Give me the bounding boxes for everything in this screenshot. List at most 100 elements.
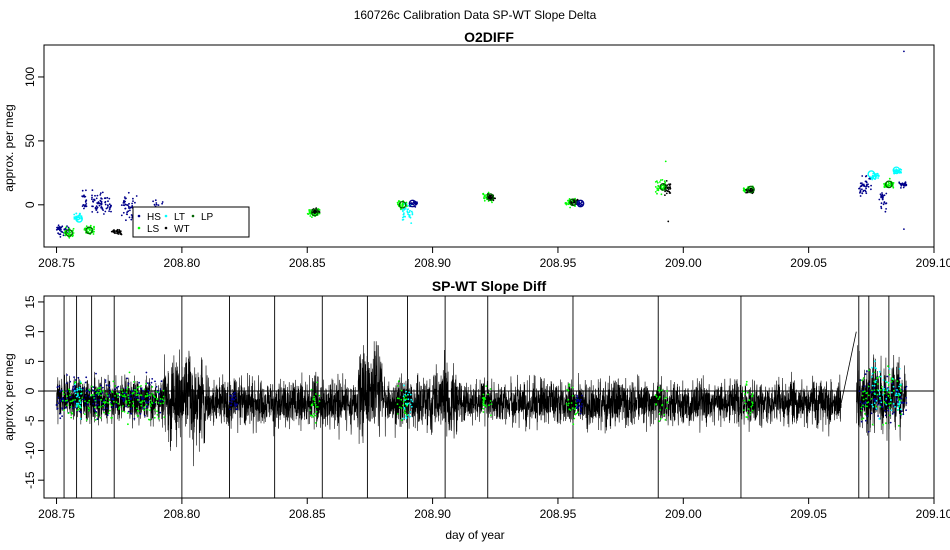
slope-point-ls	[396, 403, 399, 405]
data-point-lt	[876, 172, 879, 175]
data-point-hs	[865, 185, 867, 188]
data-point-hs	[99, 194, 102, 196]
slope-point-ls	[313, 412, 315, 415]
slope-point-ls	[655, 403, 657, 406]
slope-point-ls	[879, 389, 882, 391]
slope-point-hs	[58, 385, 60, 388]
data-point-hs	[881, 196, 884, 199]
slope-point-lt	[404, 393, 406, 396]
slope-point-ls	[154, 408, 156, 411]
data-point-hs	[161, 202, 164, 205]
data-point-hs	[104, 210, 107, 213]
slope-point-lt	[898, 367, 901, 370]
slope-point-ls	[487, 393, 489, 396]
slope-point-ls	[743, 409, 745, 411]
slope-point-ls	[128, 401, 131, 404]
slope-point-ls	[67, 412, 70, 415]
panel-o2diff: O2DIFF approx. per meg 208.75 208.80 208.8…	[2, 29, 950, 270]
slope-point-ls	[570, 402, 573, 404]
slope-point-ls	[143, 388, 146, 391]
slope-point-ls	[314, 422, 317, 424]
data-point-hs	[861, 192, 864, 195]
slope-point-hs	[153, 402, 155, 405]
data-point-lt	[402, 213, 405, 216]
data-point-ls	[491, 201, 493, 204]
data-point-hs	[98, 204, 101, 207]
data-point-hs	[104, 200, 107, 203]
slope-point-ls	[128, 371, 131, 374]
slope-point-hs	[877, 415, 879, 417]
slope-point-lt	[887, 381, 890, 384]
data-point-hs	[412, 201, 415, 204]
data-point-ls	[657, 184, 660, 187]
data-point-hs	[120, 204, 123, 207]
slope-point-lt	[886, 389, 889, 392]
panel-slope-diff-data	[44, 296, 934, 498]
slope-point-ls	[572, 423, 575, 426]
mean-marker-hs	[576, 199, 585, 208]
slope-point-ls	[103, 411, 105, 414]
data-point-ls	[660, 193, 663, 196]
slope-point-ls	[864, 413, 866, 415]
slope-point-ls	[105, 398, 107, 400]
slope-point-lt	[877, 389, 880, 392]
slope-point-ls	[666, 390, 668, 392]
data-point-ls	[887, 185, 889, 188]
slope-point-ls	[98, 387, 101, 390]
data-point-hs	[865, 192, 868, 195]
slope-point-hs	[59, 390, 62, 393]
slope-diff-xtick-label: 208.90	[414, 507, 451, 521]
slope-point-hs	[127, 410, 130, 413]
data-point-hs	[861, 188, 863, 191]
slope-diff-xtick-label: 208.85	[289, 507, 326, 521]
slope-point-lt	[79, 380, 82, 383]
mean-marker-lp	[885, 180, 893, 189]
slope-point-ls	[868, 369, 870, 372]
data-point-wt	[114, 232, 116, 235]
slope-point-hs	[576, 405, 578, 408]
slope-point-hs	[88, 395, 91, 398]
slope-point-ls	[127, 423, 129, 426]
slope-diff-xtick-label: 209.05	[790, 507, 827, 521]
slope-point-hs	[880, 405, 883, 408]
slope-point-ls	[93, 397, 95, 399]
data-point-hs	[130, 218, 133, 221]
slope-point-lt	[888, 367, 891, 370]
slope-point-hs	[139, 412, 142, 415]
slope-point-ls	[107, 412, 110, 415]
slope-point-ls	[887, 395, 890, 397]
slope-point-ls	[153, 416, 156, 419]
slope-point-ls	[115, 401, 118, 403]
data-point-hs	[416, 202, 418, 205]
data-point-hs	[122, 204, 125, 207]
slope-point-hs	[863, 402, 865, 404]
slope-point-ls	[876, 393, 879, 396]
data-point-ls	[482, 192, 485, 195]
data-point-hs	[134, 201, 136, 204]
slope-point-lt	[882, 389, 885, 392]
slope-point-hs	[579, 408, 582, 410]
slope-point-hs	[884, 414, 887, 417]
slope-point-lt	[873, 360, 876, 363]
data-point-ls	[568, 198, 571, 200]
data-point-hs	[880, 205, 882, 208]
data-point-hs	[865, 181, 868, 184]
slope-point-hs	[110, 401, 112, 404]
data-point-lt	[408, 215, 411, 218]
data-point-hs	[161, 201, 164, 203]
slope-point-hs	[93, 408, 96, 410]
slope-point-ls	[123, 395, 125, 398]
slope-point-hs	[158, 393, 161, 396]
data-point-hs	[61, 231, 64, 234]
data-point-ls	[88, 229, 91, 232]
slope-point-lt	[79, 406, 82, 409]
legend-label-lp: LP	[201, 212, 214, 223]
data-point-hs	[110, 210, 112, 213]
slope-point-ls	[121, 391, 124, 394]
slope-point-hs	[147, 401, 150, 404]
slope-point-hs	[889, 421, 892, 424]
slope-point-lt	[882, 379, 885, 381]
slope-point-ls	[127, 394, 130, 397]
slope-point-ls	[396, 413, 399, 415]
slope-point-ls	[310, 388, 313, 391]
